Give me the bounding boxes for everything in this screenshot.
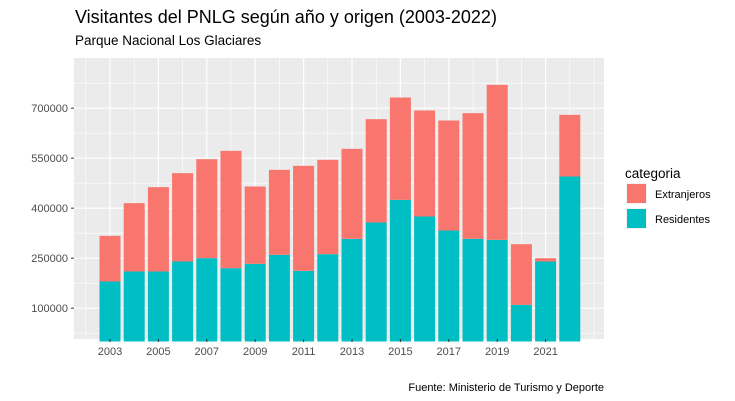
bar-residentes	[147, 271, 169, 342]
bar-residentes	[172, 261, 194, 342]
bar-extranjeros	[123, 203, 145, 272]
legend-label-residentes: Residentes	[655, 214, 711, 226]
x-tick-label: 2019	[485, 346, 509, 358]
bar-extranjeros	[220, 150, 242, 269]
bar-residentes	[244, 263, 266, 342]
bar-residentes	[559, 176, 581, 342]
bar-residentes	[365, 222, 387, 342]
bar-residentes	[438, 230, 460, 342]
bar-extranjeros	[147, 187, 169, 272]
bar-extranjeros	[317, 159, 339, 255]
legend-swatch-extranjeros	[627, 184, 646, 203]
chart-caption: Fuente: Ministerio de Turismo y Deporte	[408, 382, 604, 394]
bar-extranjeros	[486, 84, 508, 240]
y-tick-label: 250000	[31, 253, 68, 265]
bar-extranjeros	[244, 186, 266, 264]
bar-residentes	[293, 270, 315, 342]
x-tick-label: 2005	[146, 346, 170, 358]
y-tick-label: 100000	[31, 303, 68, 315]
x-tick-label: 2013	[340, 346, 364, 358]
y-tick-label: 700000	[31, 103, 68, 115]
legend-swatch-residentes	[627, 209, 646, 228]
bar-extranjeros	[510, 244, 532, 305]
bar-residentes	[510, 304, 532, 342]
bar-residentes	[220, 268, 242, 342]
bar-extranjeros	[462, 113, 484, 239]
bar-extranjeros	[535, 258, 557, 262]
x-tick-label: 2015	[388, 346, 412, 358]
bar-extranjeros	[438, 120, 460, 231]
x-tick-label: 2021	[533, 346, 557, 358]
bar-residentes	[462, 238, 484, 342]
x-tick-label: 2007	[195, 346, 219, 358]
bar-extranjeros	[341, 148, 363, 239]
chart-title: Visitantes del PNLG según año y origen (…	[75, 7, 497, 27]
bar-extranjeros	[365, 119, 387, 223]
bar-residentes	[317, 254, 339, 342]
bar-extranjeros	[293, 165, 315, 271]
bar-residentes	[389, 199, 411, 342]
x-tick-label: 2009	[243, 346, 267, 358]
x-axis: 2003 2005 2007 2009 2011 2013 2015 2017 2019 2021	[98, 339, 558, 358]
bar-extranjeros	[389, 97, 411, 200]
bar-residentes	[414, 216, 436, 342]
bar-residentes	[99, 281, 121, 342]
y-tick-label: 550000	[31, 153, 68, 165]
x-tick-label: 2017	[437, 346, 461, 358]
bar-extranjeros	[172, 173, 194, 262]
bar-extranjeros	[196, 159, 218, 259]
bar-extranjeros	[414, 110, 436, 217]
legend-label-extranjeros: Extranjeros	[655, 189, 711, 201]
y-axis: 100000 250000 400000 550000 700000	[31, 103, 74, 315]
chart-subtitle: Parque Nacional Los Glaciares	[75, 33, 261, 48]
bar-residentes	[535, 261, 557, 342]
bar-extranjeros	[559, 114, 581, 177]
bar-residentes	[341, 238, 363, 342]
bar-extranjeros	[99, 235, 121, 282]
bar-residentes	[196, 258, 218, 342]
bar-residentes	[268, 254, 290, 342]
legend-title: categoria	[625, 166, 681, 181]
bar-residentes	[486, 239, 508, 342]
bars	[99, 84, 581, 342]
bar-extranjeros	[268, 169, 290, 255]
x-tick-label: 2003	[98, 346, 122, 358]
y-tick-label: 400000	[31, 203, 68, 215]
x-tick-label: 2011	[292, 346, 316, 358]
legend: categoria Extranjeros Residentes	[625, 166, 711, 229]
bar-residentes	[123, 271, 145, 342]
